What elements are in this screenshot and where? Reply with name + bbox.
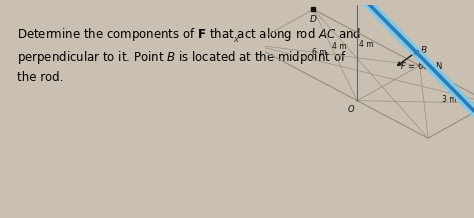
- Text: 3 m: 3 m: [442, 95, 456, 104]
- Text: 4 m: 4 m: [359, 39, 374, 49]
- Text: $B$: $B$: [420, 44, 428, 55]
- Text: Determine the components of $\mathbf{F}$ that act along rod $AC$ and
perpendicul: Determine the components of $\mathbf{F}$…: [17, 26, 361, 84]
- Text: 4 m: 4 m: [332, 42, 347, 51]
- Text: $O$: $O$: [347, 103, 355, 114]
- Text: $x$: $x$: [233, 35, 240, 44]
- Text: 6 m: 6 m: [312, 48, 327, 57]
- Text: $D$: $D$: [309, 14, 318, 24]
- Text: $F$ = 600 N: $F$ = 600 N: [401, 60, 444, 71]
